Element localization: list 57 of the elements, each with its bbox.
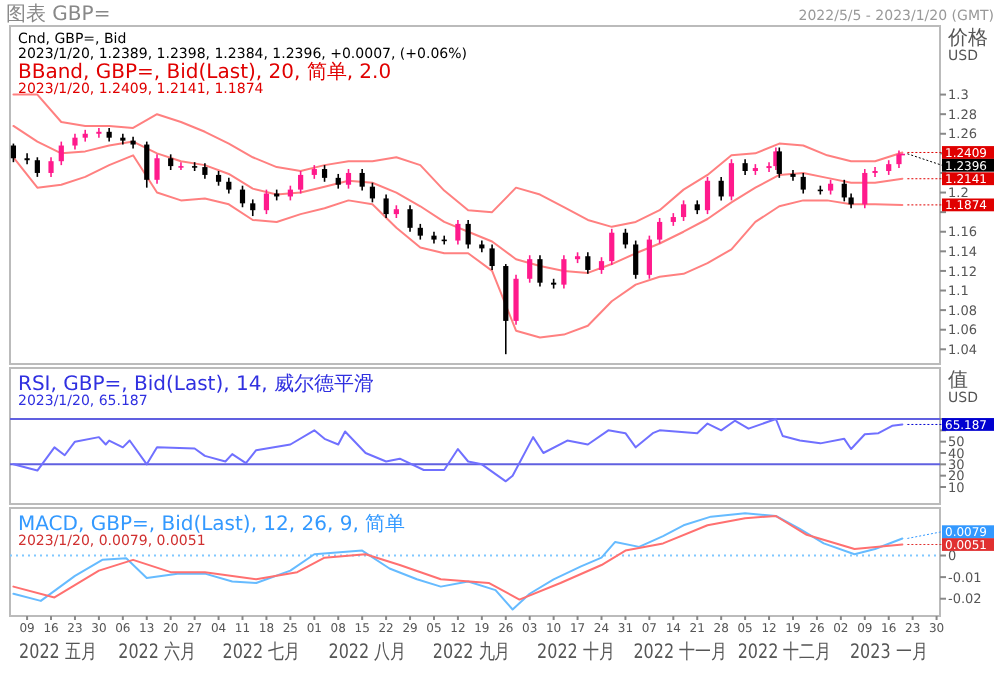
text: 2022 十一月 [633, 640, 727, 665]
line-series [12, 418, 904, 483]
candlestick [513, 274, 519, 326]
candlestick [359, 168, 365, 192]
candlestick [58, 140, 64, 166]
candlestick [527, 254, 533, 284]
candlestick [239, 184, 246, 209]
text: 2022 八月 [328, 640, 407, 665]
candlestick [585, 251, 591, 275]
candlestick [728, 158, 735, 202]
candlestick [657, 217, 663, 245]
annotation: BBand, GBP=, Bid(Last), 20, 简单, 2.0 [18, 60, 392, 84]
candlestick [407, 204, 413, 233]
candlestick [383, 193, 389, 219]
candlestick [776, 146, 782, 179]
candlestick [489, 243, 495, 271]
candlestick [800, 172, 806, 195]
candlestick [178, 161, 184, 171]
chart-title: 图表 GBP= [6, 2, 111, 26]
candlestick [154, 153, 160, 185]
candlestick [96, 127, 102, 139]
candlestick [144, 140, 150, 189]
candlestick [862, 168, 868, 210]
candlestick [455, 219, 461, 246]
candlestick [10, 142, 17, 163]
candlestick [120, 132, 126, 146]
candlestick [841, 179, 847, 203]
candlestick [345, 168, 352, 190]
text: 2022 九月 [432, 640, 511, 665]
candlestick [633, 239, 639, 280]
text: 2022 十月 [537, 640, 615, 665]
candlestick [24, 152, 30, 165]
text: 2022 五月 [19, 642, 97, 665]
candlestick [680, 199, 687, 222]
candlestick [537, 254, 543, 288]
candlestick [298, 170, 304, 195]
candlestick [622, 228, 629, 250]
candlestick [718, 176, 724, 202]
candlestick [609, 228, 615, 266]
candlestick [369, 181, 376, 204]
candlestick [704, 176, 711, 215]
line-series [12, 93, 904, 228]
candlestick [872, 166, 878, 178]
candlestick [790, 169, 796, 182]
annotation: MACD, GBP=, Bid(Last), 12, 26, 9, 简单 [18, 512, 406, 536]
annotation: RSI, GBP=, Bid(Last), 14, 威尔德平滑 [18, 372, 375, 396]
text: 2022 十二月 [737, 640, 832, 665]
candlestick [646, 234, 652, 280]
candlestick [48, 156, 54, 178]
text: 2022 六月 [118, 640, 196, 665]
line-series [12, 154, 904, 339]
candlestick [465, 219, 471, 250]
candlestick [561, 254, 567, 290]
candlestick [263, 188, 270, 215]
candlestick [34, 156, 40, 178]
text: 2023 一月 [849, 642, 928, 665]
text: 2022 七月 [222, 640, 301, 665]
